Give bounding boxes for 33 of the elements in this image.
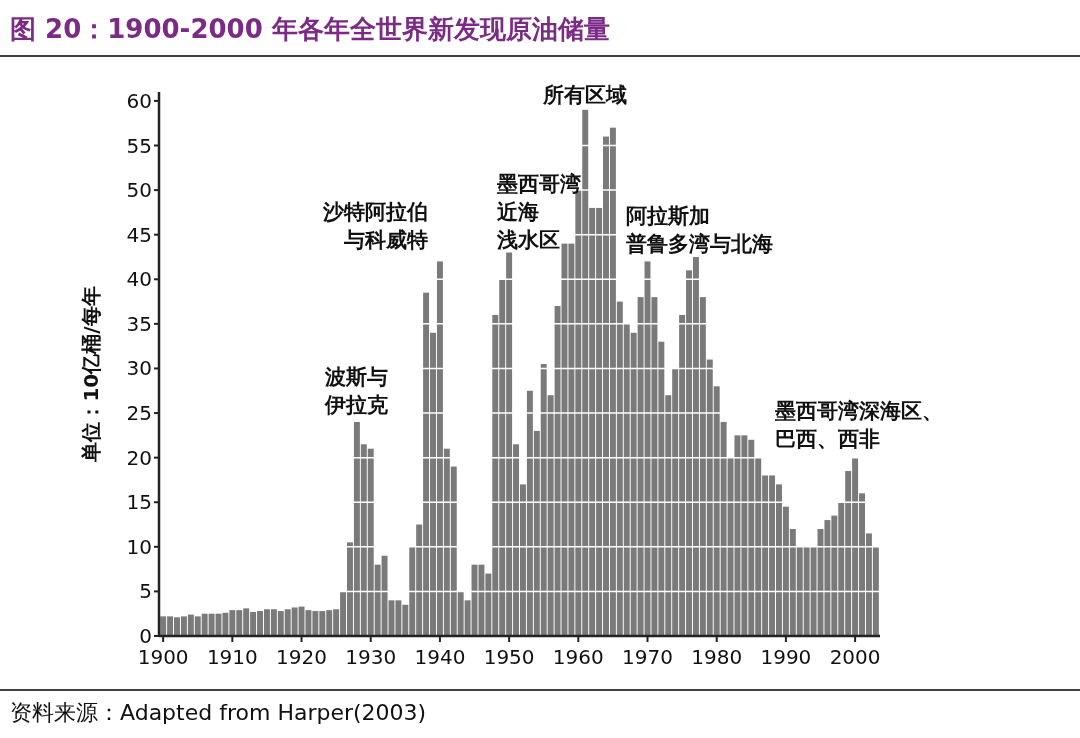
annotation: 所有区域 (542, 82, 628, 107)
y-tick-label: 0 (139, 624, 152, 648)
y-tick-label: 15 (126, 490, 152, 515)
x-tick-label: 1940 (414, 645, 466, 669)
annotation: 墨西哥湾近海浅水区 (496, 171, 582, 252)
y-tick-label: 35 (126, 311, 152, 336)
x-tick-label: 1990 (760, 645, 812, 669)
text: 资料来源：Adapted from Harper(2003) (10, 700, 427, 725)
y-tick-label: 10 (126, 534, 152, 559)
chart-title: 图 20：1900-2000 年各年全世界新发现原油储量 (10, 14, 610, 44)
y-tick-label: 60 (126, 88, 152, 113)
annotation: 沙特阿拉伯与科威特 (321, 200, 428, 253)
x-tick-label: 1900 (137, 645, 189, 669)
y-tick-label: 55 (126, 133, 152, 158)
x-tick-label: 1970 (622, 645, 673, 669)
y-axis-title: 单位：10亿桶/每年 (79, 286, 103, 463)
y-tick-label: 20 (126, 445, 152, 470)
y-tick-label: 40 (126, 267, 152, 292)
x-tick-label: 1910 (206, 645, 258, 669)
x-tick-label: 1960 (552, 645, 604, 669)
annotation: 阿拉斯加普鲁多湾与北海 (624, 203, 773, 256)
y-tick-label: 45 (126, 222, 152, 247)
y-tick-label: 25 (126, 401, 152, 426)
x-tick-label: 1930 (345, 645, 397, 669)
x-tick-label: 1980 (691, 645, 743, 669)
y-tick-label: 30 (126, 356, 152, 381)
x-tick-label: 1920 (276, 645, 327, 669)
annotation: 墨西哥湾深海区、巴西、西非 (774, 398, 944, 451)
x-tick-label: 2000 (829, 645, 881, 669)
y-tick-label: 50 (126, 178, 152, 203)
x-tick-label: 1950 (483, 645, 535, 669)
annotation: 波斯与伊拉克 (324, 364, 389, 417)
y-tick-label: 5 (139, 579, 152, 604)
